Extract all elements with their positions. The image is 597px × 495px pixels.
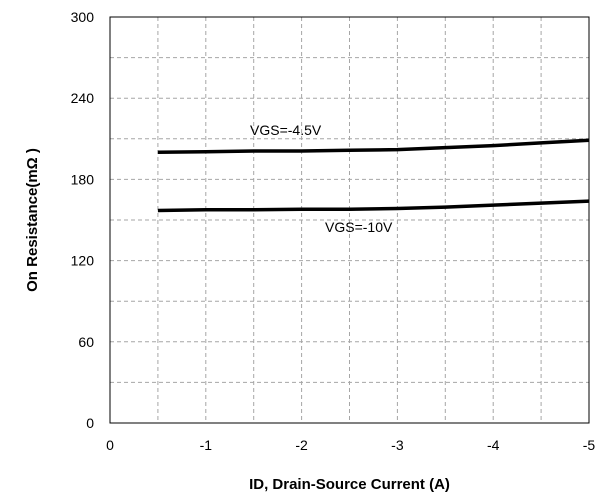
y-tick-label: 120 [71, 253, 95, 269]
grid [110, 17, 589, 423]
y-tick-label: 60 [78, 334, 94, 350]
x-tick-label: -3 [391, 437, 404, 453]
y-axis-title: On Resistance(mΩ ) [24, 148, 41, 292]
y-tick-label: 300 [71, 9, 95, 25]
x-tick-label: -5 [583, 437, 596, 453]
x-tick-label: -4 [487, 437, 500, 453]
series-line-1 [157, 199, 590, 213]
series-label-0: VGS=-4.5V [250, 122, 322, 138]
x-axis-title: ID, Drain-Source Current (A) [249, 476, 450, 493]
x-axis-ticks: 0 -1 -2 -3 -4 -5 [106, 437, 595, 453]
y-axis-ticks: 0 60 120 180 240 300 [71, 9, 95, 431]
series-labels: VGS=-4.5V VGS=-10V [250, 122, 393, 235]
y-tick-label: 240 [71, 90, 95, 106]
x-tick-label: -1 [200, 437, 213, 453]
series-label-1: VGS=-10V [325, 219, 393, 235]
series-lines [157, 138, 590, 213]
x-tick-label: 0 [106, 437, 114, 453]
y-tick-label: 180 [71, 171, 95, 187]
y-tick-label: 0 [86, 415, 94, 431]
plot-frame [109, 16, 590, 424]
series-line-0 [157, 138, 590, 155]
x-tick-label: -2 [295, 437, 308, 453]
